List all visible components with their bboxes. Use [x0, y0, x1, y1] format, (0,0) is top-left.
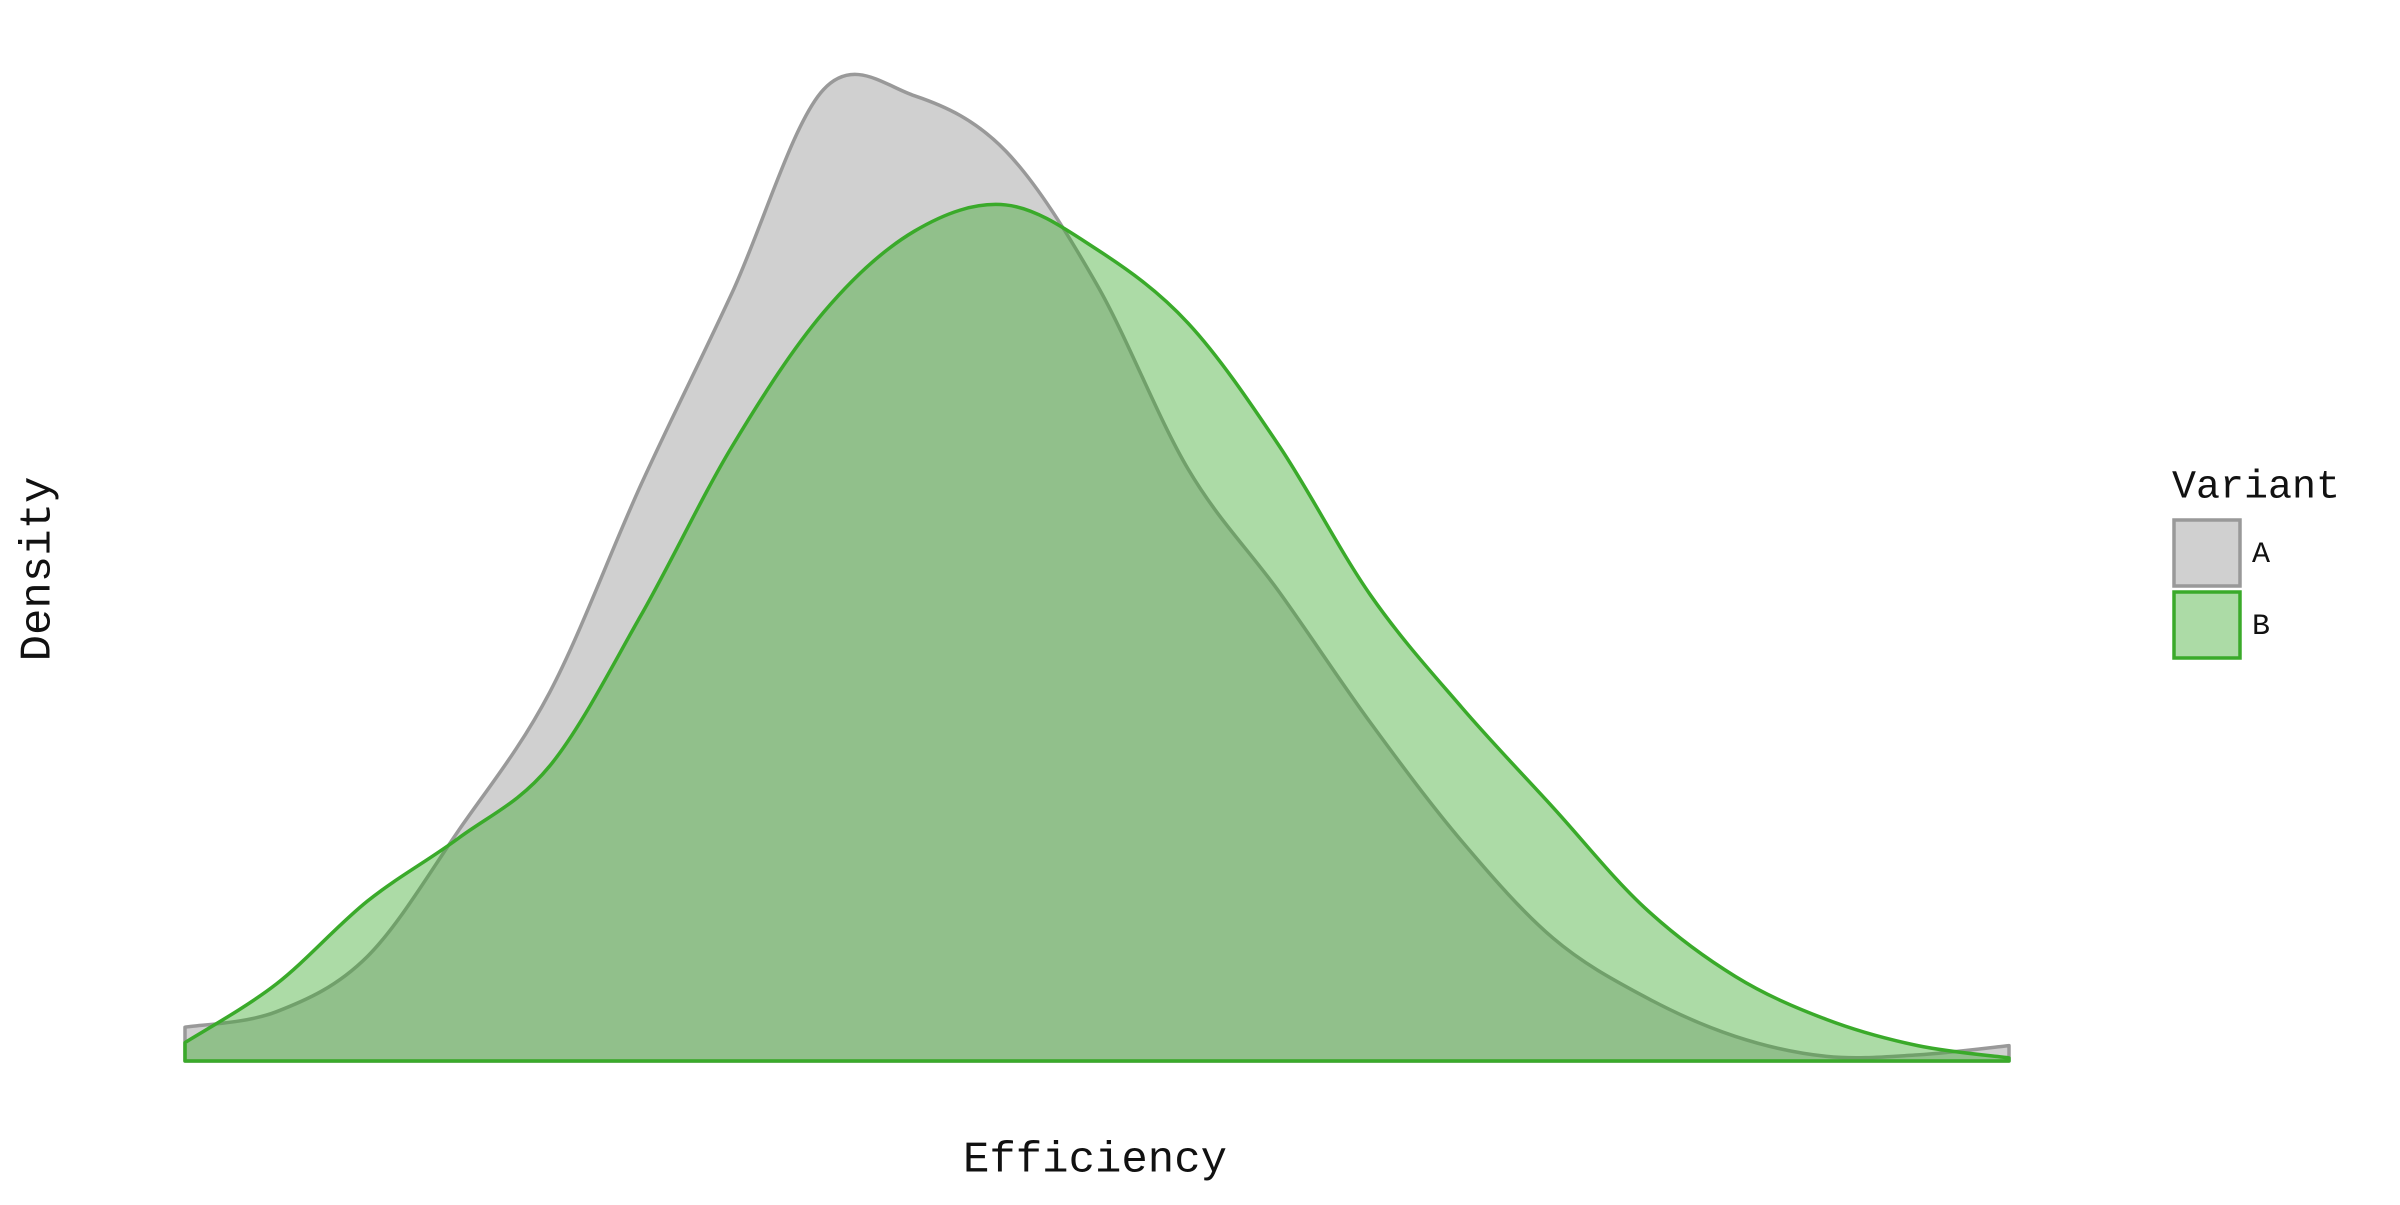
legend-title: Variant [2172, 466, 2340, 511]
density-area [183, 72, 2011, 1063]
legend-swatch [2172, 590, 2242, 660]
density-area [183, 202, 2011, 1063]
legend-label: A [2252, 538, 2270, 572]
y-axis-label: Density [14, 477, 64, 662]
legend-swatch [2172, 518, 2242, 588]
x-axis-label: Efficiency [963, 1136, 1227, 1186]
legend-label: B [2252, 610, 2270, 644]
